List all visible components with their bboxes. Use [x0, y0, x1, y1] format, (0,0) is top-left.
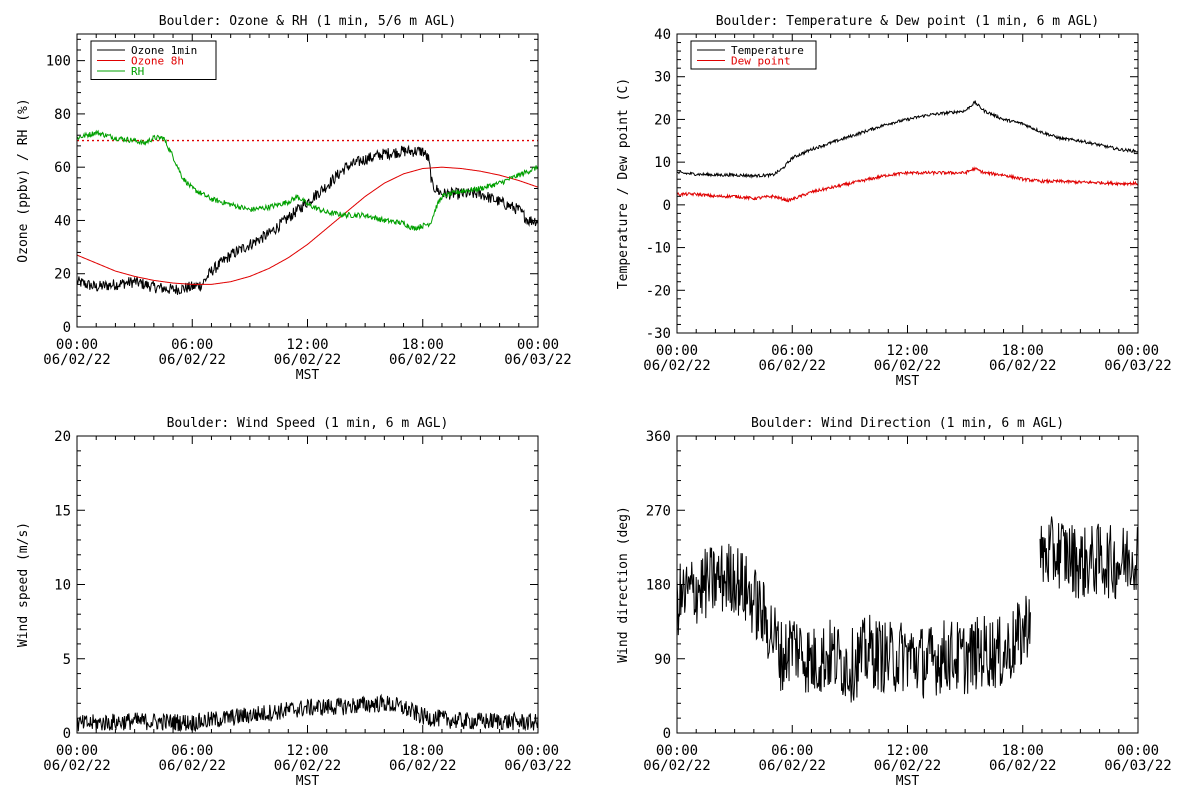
x-tick-time-label: 12:00 — [886, 343, 928, 359]
series-line-ozone-1min — [77, 144, 538, 295]
x-tick-date-label: 06/03/22 — [504, 758, 571, 774]
x-axis-label: MST — [296, 774, 320, 789]
chart-panel-3: Boulder: Wind Speed (1 min, 6 m AGL) Wind… — [16, 416, 572, 789]
plot-frame — [676, 33, 1139, 334]
y-axis-label: Temperature / Dew point (C) — [616, 78, 631, 289]
y-axis-label: Wind speed (m/s) — [16, 522, 31, 647]
x-axis-label: MST — [896, 774, 920, 789]
series-line-rh — [77, 129, 538, 232]
y-axis-label: Wind direction (deg) — [616, 506, 631, 663]
plot-frame — [676, 435, 1139, 734]
x-tick-date-label: 06/02/22 — [274, 352, 341, 368]
x-tick-date-label: 06/02/22 — [43, 758, 110, 774]
x-tick-time-label: 00:00 — [517, 337, 559, 353]
x-tick-time-label: 00:00 — [656, 743, 698, 759]
y-tick-label: 0 — [663, 726, 671, 742]
x-tick-time-label: 18:00 — [402, 743, 444, 759]
legend-label: Temperature — [731, 44, 804, 57]
y-axis-label: Ozone (ppbv) / RH (%) — [16, 98, 31, 262]
x-tick-date-label: 06/02/22 — [643, 758, 710, 774]
x-tick-time-label: 00:00 — [56, 337, 98, 353]
x-tick-date-label: 06/02/22 — [643, 358, 710, 374]
x-tick-time-label: 06:00 — [771, 343, 813, 359]
chart-panel-4: Boulder: Wind Direction (1 min, 6 m AGL)… — [616, 416, 1172, 789]
x-tick-time-label: 18:00 — [1002, 743, 1044, 759]
series-line-temperature — [677, 99, 1138, 179]
chart-panel-1: Boulder: Ozone & RH (1 min, 5/6 m AGL) Oz… — [16, 14, 572, 383]
x-tick-time-label: 18:00 — [1002, 343, 1044, 359]
plot-frame — [76, 435, 539, 734]
x-tick-time-label: 12:00 — [286, 337, 328, 353]
x-tick-date-label: 06/03/22 — [1104, 758, 1171, 774]
x-tick-time-label: 06:00 — [171, 337, 213, 353]
y-tick-label: 0 — [63, 726, 71, 742]
x-tick-time-label: 00:00 — [1117, 343, 1159, 359]
y-tick-label: 40 — [54, 213, 71, 229]
y-tick-label: 30 — [654, 70, 671, 86]
y-tick-label: -20 — [646, 283, 671, 299]
y-tick-label: 180 — [646, 578, 671, 594]
plot-frame — [76, 33, 539, 328]
x-tick-time-label: 18:00 — [402, 337, 444, 353]
legend-label: Dew point — [731, 55, 791, 68]
series-line-ozone-8h — [77, 166, 538, 285]
y-tick-label: 0 — [663, 198, 671, 214]
y-tick-label: 5 — [63, 652, 71, 668]
y-tick-label: 360 — [646, 429, 671, 445]
series-line-dew-point — [677, 166, 1138, 203]
chart-title: Boulder: Temperature & Dew point (1 min,… — [716, 14, 1100, 29]
legend-label: Ozone 1min — [131, 44, 197, 57]
legend-box — [690, 40, 817, 70]
y-tick-label: -30 — [646, 326, 671, 342]
x-tick-date-label: 06/03/22 — [1104, 358, 1171, 374]
y-tick-label: -10 — [646, 241, 671, 257]
x-tick-date-label: 06/02/22 — [274, 758, 341, 774]
chart-title: Boulder: Wind Speed (1 min, 6 m AGL) — [167, 416, 449, 431]
y-tick-label: 40 — [654, 27, 671, 43]
y-tick-label: 20 — [54, 267, 71, 283]
y-tick-label: 270 — [646, 503, 671, 519]
chart-panel-2: Boulder: Temperature & Dew point (1 min,… — [616, 14, 1172, 389]
x-tick-date-label: 06/02/22 — [159, 758, 226, 774]
x-tick-time-label: 00:00 — [656, 343, 698, 359]
x-tick-date-label: 06/02/22 — [759, 358, 826, 374]
legend-label: Ozone 8h — [131, 55, 184, 68]
x-axis-label: MST — [896, 374, 920, 389]
x-tick-time-label: 00:00 — [56, 743, 98, 759]
x-tick-date-label: 06/02/22 — [874, 358, 941, 374]
y-tick-label: 10 — [654, 155, 671, 171]
x-tick-date-label: 06/02/22 — [389, 758, 456, 774]
chart-title: Boulder: Ozone & RH (1 min, 5/6 m AGL) — [159, 14, 456, 29]
x-tick-date-label: 06/03/22 — [504, 352, 571, 368]
chart-title: Boulder: Wind Direction (1 min, 6 m AGL) — [751, 416, 1064, 431]
series-line-data — [677, 516, 1138, 703]
x-tick-date-label: 06/02/22 — [759, 758, 826, 774]
x-tick-time-label: 06:00 — [171, 743, 213, 759]
y-tick-label: 20 — [54, 429, 71, 445]
series-line-data — [77, 693, 538, 733]
y-tick-label: 80 — [54, 107, 71, 123]
x-tick-date-label: 06/02/22 — [989, 758, 1056, 774]
y-tick-label: 20 — [654, 112, 671, 128]
y-tick-label: 100 — [46, 54, 71, 70]
x-axis-label: MST — [296, 368, 320, 383]
legend-label: RH — [131, 65, 144, 78]
y-tick-label: 0 — [63, 320, 71, 336]
x-tick-time-label: 00:00 — [517, 743, 559, 759]
x-tick-time-label: 06:00 — [771, 743, 813, 759]
y-tick-label: 90 — [654, 652, 671, 668]
x-tick-date-label: 06/02/22 — [989, 358, 1056, 374]
x-tick-time-label: 12:00 — [886, 743, 928, 759]
y-tick-label: 10 — [54, 578, 71, 594]
x-tick-date-label: 06/02/22 — [43, 352, 110, 368]
x-tick-date-label: 06/02/22 — [874, 758, 941, 774]
x-tick-date-label: 06/02/22 — [159, 352, 226, 368]
x-tick-date-label: 06/02/22 — [389, 352, 456, 368]
y-tick-label: 15 — [54, 503, 71, 519]
x-tick-time-label: 00:00 — [1117, 743, 1159, 759]
y-tick-label: 60 — [54, 160, 71, 176]
x-tick-time-label: 12:00 — [286, 743, 328, 759]
